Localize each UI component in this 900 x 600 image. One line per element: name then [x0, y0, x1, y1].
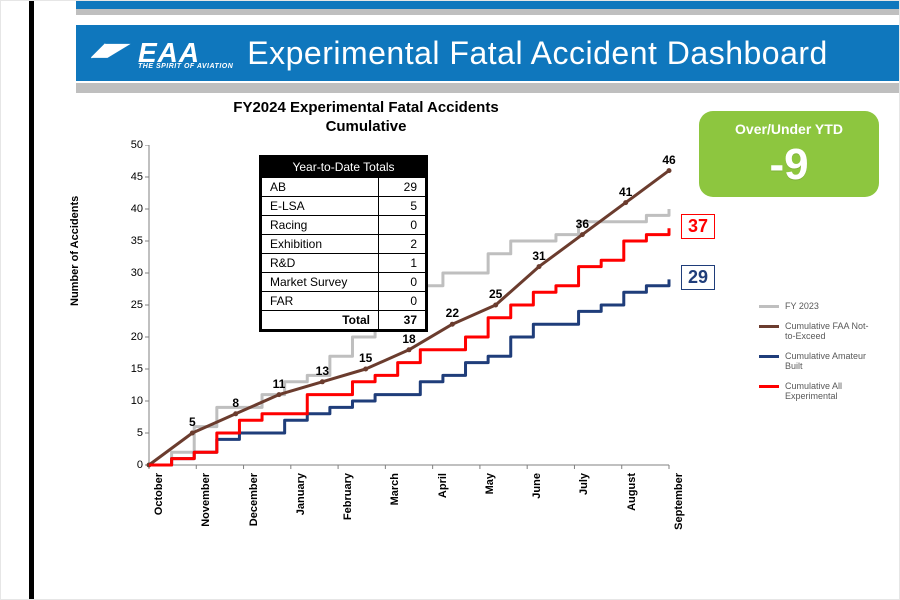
cumulative-chart: Year-to-Date Totals AB 29E-LSA 5Racing 0…	[109, 145, 689, 515]
legend-swatch	[759, 355, 779, 358]
ytd-header: Year-to-Date Totals	[261, 157, 426, 177]
legend-swatch	[759, 325, 779, 328]
ytd-key: E-LSA	[262, 197, 379, 216]
badge-value: -9	[699, 143, 879, 187]
left-stripe	[29, 1, 34, 599]
badge-heading: Over/Under YTD	[699, 111, 879, 137]
legend-item: FY 2023	[759, 301, 879, 311]
ytd-val: 2	[379, 235, 426, 254]
ytd-row: E-LSA 5	[262, 197, 426, 216]
legend-item: Cumulative FAA Not-to-Exceed	[759, 321, 879, 341]
legend-swatch	[759, 305, 779, 308]
ytd-row: FAR 0	[262, 292, 426, 311]
ytd-total-value: 37	[379, 311, 426, 330]
ytd-key: Exhibition	[262, 235, 379, 254]
top-gray-band	[76, 9, 899, 15]
ytd-badge: Over/Under YTD -9	[699, 111, 879, 197]
ytd-val: 0	[379, 216, 426, 235]
ytd-val: 1	[379, 254, 426, 273]
ytd-key: Racing	[262, 216, 379, 235]
bottom-gray-band	[76, 83, 899, 93]
legend: FY 2023 Cumulative FAA Not-to-Exceed Cum…	[759, 301, 879, 411]
chart-title: FY2024 Experimental Fatal AccidentsCumul…	[76, 99, 656, 137]
ytd-key: AB	[262, 178, 379, 197]
y-axis-label: Number of Accidents	[69, 196, 81, 306]
legend-label: FY 2023	[785, 301, 819, 311]
ytd-row: Market Survey 0	[262, 273, 426, 292]
ytd-row: Exhibition 2	[262, 235, 426, 254]
legend-label: Cumulative FAA Not-to-Exceed	[785, 321, 879, 341]
ytd-val: 5	[379, 197, 426, 216]
ytd-val: 0	[379, 292, 426, 311]
ytd-key: R&D	[262, 254, 379, 273]
dashboard-page: { "header": { "logo_text": "EAA", "logo_…	[0, 0, 900, 600]
ytd-row: R&D 1	[262, 254, 426, 273]
legend-item: Cumulative All Experimental	[759, 381, 879, 401]
eaa-logo: EAA THE SPIRIT OF AVIATION	[90, 37, 233, 70]
legend-label: Cumulative All Experimental	[785, 381, 879, 401]
ytd-total-label: Total	[262, 311, 379, 330]
ytd-val: 0	[379, 273, 426, 292]
plane-wing-icon	[90, 42, 132, 64]
title-band: EAA THE SPIRIT OF AVIATION Experimental …	[76, 25, 899, 81]
page-title: Experimental Fatal Accident Dashboard	[247, 35, 828, 72]
ytd-row: AB 29	[262, 178, 426, 197]
ytd-key: Market Survey	[262, 273, 379, 292]
legend-swatch	[759, 385, 779, 388]
legend-label: Cumulative Amateur Built	[785, 351, 879, 371]
ytd-row: Racing 0	[262, 216, 426, 235]
ytd-total-row: Total 37	[262, 311, 426, 330]
logo-subtext: THE SPIRIT OF AVIATION	[138, 63, 233, 70]
ytd-val: 29	[379, 178, 426, 197]
legend-item: Cumulative Amateur Built	[759, 351, 879, 371]
ytd-totals-table: Year-to-Date Totals AB 29E-LSA 5Racing 0…	[259, 155, 428, 332]
ytd-key: FAR	[262, 292, 379, 311]
top-blue-band	[76, 1, 899, 9]
